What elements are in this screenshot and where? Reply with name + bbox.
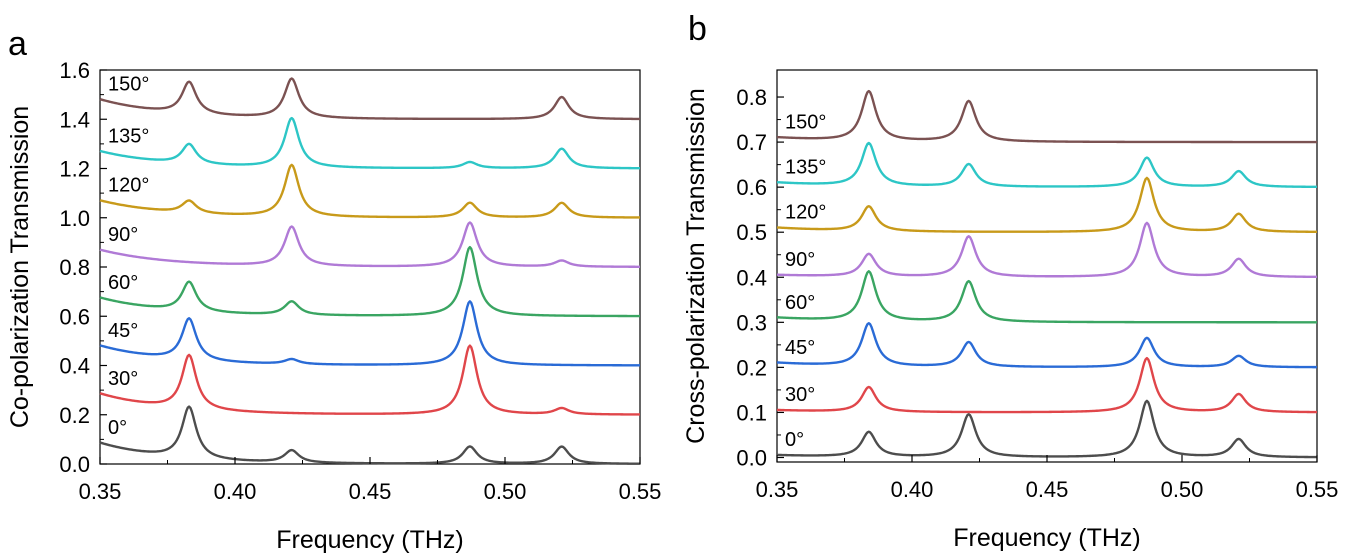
y-tick-label-b: 0.5 [736,220,767,245]
y-tick-label-a: 0.4 [59,354,90,379]
curve-label-b-7: 150° [785,112,826,134]
series-line-a-2 [99,300,640,367]
y-tick-label-a: 1.6 [59,58,90,83]
y-tick-label-a: 1.0 [59,206,90,231]
curve-label-b-6: 135° [785,157,826,179]
series-line-b-5 [776,176,1318,234]
x-tick-label-b: 0.55 [1296,477,1339,502]
x-tick-label-b: 0.35 [756,477,799,502]
curve-label-a-0: 0° [108,417,127,439]
series-line-b-6 [776,141,1317,189]
curve-label-a-7: 150° [108,74,149,96]
curve-labels-a: 0° 30° 45° 60° 90° 120° 135° 150° [108,74,149,440]
series-line-a-1 [99,344,640,416]
y-tick-label-a: 1.4 [59,107,90,132]
y-tick-label-b: 0.6 [736,175,767,200]
series-lines-b [776,89,1318,459]
panel-letter-a: a [8,25,27,63]
y-tick-label-a: 0.0 [59,452,90,477]
series-line-b-2 [776,322,1318,369]
curve-label-a-1: 30° [108,368,138,390]
x-axis-title-b: Frequency (THz) [953,524,1141,552]
x-tick-label-a: 0.45 [349,479,392,504]
curve-label-b-3: 60° [785,292,815,314]
y-tick-label-b: 0.7 [736,130,767,155]
series-line-b-4 [776,221,1318,279]
y-tick-label-b: 0.4 [736,265,767,290]
panel-letter-b: b [688,10,707,48]
chart-panel-b: 0.35 0.40 0.45 0.50 0.55 0.00.10.20.30.40.50… [682,69,1339,552]
x-tick-label-a: 0.50 [484,479,527,504]
curve-label-a-3: 60° [108,272,138,294]
x-ticks-a: 0.35 0.40 0.45 0.50 0.55 [79,457,662,504]
curve-label-b-1: 30° [785,384,815,406]
series-line-b-0 [776,399,1318,459]
curve-label-b-0: 0° [785,429,804,451]
curve-label-b-5: 120° [785,202,826,224]
x-tick-label-b: 0.40 [891,477,934,502]
x-tick-label-a: 0.40 [214,479,257,504]
series-line-a-3 [99,245,641,318]
series-line-a-6 [99,116,641,170]
chart-panel-a: 0.35 0.40 0.45 0.50 0.55 0.0 0.2 0.4 0.6 0.8 1.0 1… [6,58,661,554]
y-tick-label-b: 0.2 [736,355,767,380]
x-axis-title-a: Frequency (THz) [276,526,464,554]
x-tick-label-b: 0.45 [1026,477,1069,502]
y-axis-title-b: Cross-polarization Transmission [682,88,710,444]
curve-label-a-6: 135° [108,125,149,147]
series-line-b-1 [776,356,1318,414]
y-tick-label-b: 0.0 [736,445,767,470]
series-line-b-7 [776,89,1317,144]
curve-labels-b: 0° 30° 45° 60° 90° 120° 135° 150° [785,112,826,452]
x-tick-label-a: 0.55 [619,479,662,504]
curve-label-b-4: 90° [785,249,815,271]
series-lines-a [99,77,641,465]
series-line-a-5 [99,163,641,219]
curve-label-a-4: 90° [108,224,138,246]
y-axis-title-a: Co-polarization Transmission [6,106,34,428]
x-tick-label-a: 0.35 [79,479,122,504]
y-tick-label-a: 1.2 [59,157,90,182]
y-ticks-a: 0.0 0.2 0.4 0.6 0.8 1.0 1.2 1.4 1.6 [59,58,107,477]
y-tick-label-a: 0.8 [59,255,90,280]
series-line-a-0 [99,405,640,465]
y-tick-label-b: 0.1 [736,400,767,425]
curve-label-a-5: 120° [108,175,149,197]
series-line-b-3 [776,270,1317,324]
series-line-a-7 [99,77,641,121]
x-ticks-b: 0.35 0.40 0.45 0.50 0.55 [756,455,1339,502]
curve-label-a-2: 45° [108,320,138,342]
y-ticks-b: 0.0 0.1 0.2 0.3 0.4 0.5 0.6 0.7 0.8 [736,85,784,470]
series-line-a-4 [99,221,640,268]
x-tick-label-b: 0.50 [1161,477,1204,502]
y-tick-label-a: 0.2 [59,403,90,428]
y-tick-label-a: 0.6 [59,304,90,329]
y-tick-label-b: 0.3 [736,310,767,335]
y-tick-label-b: 0.8 [736,85,767,110]
curve-label-b-2: 45° [785,337,815,359]
